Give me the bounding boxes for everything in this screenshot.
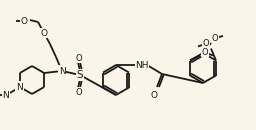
Text: O: O bbox=[202, 48, 208, 57]
Text: N: N bbox=[3, 90, 9, 99]
Text: O: O bbox=[76, 54, 82, 63]
Text: O: O bbox=[40, 28, 48, 37]
Text: O: O bbox=[212, 34, 218, 43]
Text: O: O bbox=[20, 17, 27, 25]
Text: N: N bbox=[16, 83, 23, 92]
Text: S: S bbox=[77, 70, 83, 80]
Text: O: O bbox=[151, 90, 157, 99]
Text: N: N bbox=[59, 67, 65, 76]
Text: NH: NH bbox=[135, 60, 149, 70]
Text: O: O bbox=[203, 39, 209, 48]
Text: O: O bbox=[76, 87, 82, 96]
